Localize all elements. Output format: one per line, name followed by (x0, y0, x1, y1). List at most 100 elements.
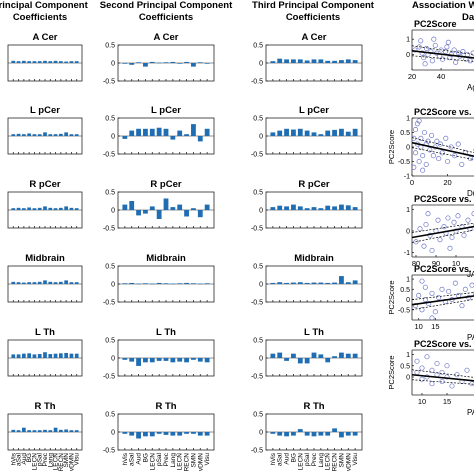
panel-3-1: L pCer 0.5 0 -0.5 (251, 105, 363, 159)
bar (64, 206, 68, 210)
bar (22, 208, 26, 210)
bar (53, 353, 58, 358)
bar (11, 208, 16, 210)
bar (11, 60, 16, 63)
scatter-point (469, 282, 474, 288)
scatter-point (437, 141, 443, 147)
scatter-point (439, 378, 445, 385)
panel-1-0: A Cer (7, 32, 83, 82)
bar (170, 207, 176, 210)
scatter-point (444, 44, 450, 50)
bar (184, 282, 189, 284)
bar (277, 352, 283, 358)
x-tick-label: hVis (270, 452, 277, 465)
bar (53, 134, 58, 136)
bar (53, 60, 58, 63)
bar (122, 283, 128, 284)
bar (16, 354, 21, 358)
y-tick-label: -0.5 (251, 79, 263, 86)
y-tick-label: -0.5 (251, 226, 263, 233)
bar (177, 283, 183, 284)
scatter-point (412, 164, 417, 170)
scatter-point (441, 224, 447, 230)
x-tick-label: LECN (325, 453, 332, 471)
x-tick-label: 10 (452, 259, 460, 268)
bar (332, 356, 337, 358)
panel-2-1: L pCer 0.5 0 -0.5 (103, 105, 215, 159)
scatter-point (423, 221, 429, 228)
scatter-point (431, 36, 437, 42)
bar (297, 358, 303, 364)
bar (325, 205, 331, 210)
bar (136, 210, 141, 216)
y-tick-label: 0.5 (105, 43, 115, 50)
y-tick-label: 0 (259, 134, 263, 141)
bar (43, 60, 47, 63)
scatter-point (419, 50, 425, 56)
y-tick-label: 0.5 (105, 190, 115, 197)
bar (352, 432, 358, 436)
scatter-point (436, 294, 442, 301)
bar (191, 208, 196, 210)
bar (277, 130, 283, 136)
bar (177, 130, 183, 136)
y-tick-label: 0.5 (400, 130, 410, 137)
x-tick-label: vDMN (197, 453, 204, 471)
bar (345, 59, 351, 63)
bar (197, 136, 203, 142)
scatter-point (422, 61, 428, 67)
bar (277, 432, 283, 436)
y-tick-label: 0 (259, 356, 263, 363)
y-axis-label: PC2Score (387, 355, 396, 389)
bar (325, 60, 331, 63)
scatter-point (413, 150, 419, 156)
panel-title: Midbrain (25, 253, 65, 264)
x-tick-label: Prec (163, 452, 170, 466)
x-tick-label: vDMN (345, 453, 352, 471)
scatter-point (429, 381, 435, 387)
bar (22, 353, 26, 358)
bar (284, 432, 289, 437)
bar (16, 207, 21, 210)
bar (332, 60, 337, 63)
scatter-point (449, 234, 455, 241)
bar (352, 353, 358, 358)
y-tick-label: 0.5 (253, 43, 263, 50)
bar (170, 61, 176, 63)
bar (69, 353, 74, 358)
bar (16, 133, 21, 136)
bar (37, 430, 42, 432)
scatter-point (435, 217, 441, 223)
ci-lower-line (412, 379, 474, 385)
x-tick-label: LECN (31, 453, 38, 471)
y-tick-label: -0.5 (103, 374, 115, 381)
x-tick-label: Aud (136, 453, 143, 465)
panel-title: R Th (155, 401, 176, 412)
bar (156, 432, 162, 434)
ci-upper-line (412, 45, 474, 55)
x-tick-label: Aud (21, 453, 28, 465)
bar (32, 134, 37, 136)
bar (339, 352, 344, 358)
bar (297, 59, 303, 63)
x-tick-label: 10 (418, 397, 426, 406)
bar (297, 128, 303, 136)
panel-1-4: L Th (7, 327, 83, 377)
bar (149, 206, 155, 210)
y-tick-label: 0 (259, 430, 263, 437)
bar (37, 207, 42, 210)
scatter-point (412, 47, 418, 53)
bar (204, 358, 210, 363)
bar (191, 124, 196, 136)
bar (352, 280, 358, 284)
x-tick-label: hVis (10, 452, 17, 465)
bar (325, 130, 331, 136)
scatter-point (460, 48, 466, 55)
bar (197, 62, 203, 63)
bar (27, 61, 31, 63)
col1-title-line1: Principal Component (0, 0, 89, 11)
plot-area (412, 354, 474, 389)
bar (291, 204, 296, 210)
bar (22, 427, 26, 432)
scatter-point (421, 55, 427, 61)
